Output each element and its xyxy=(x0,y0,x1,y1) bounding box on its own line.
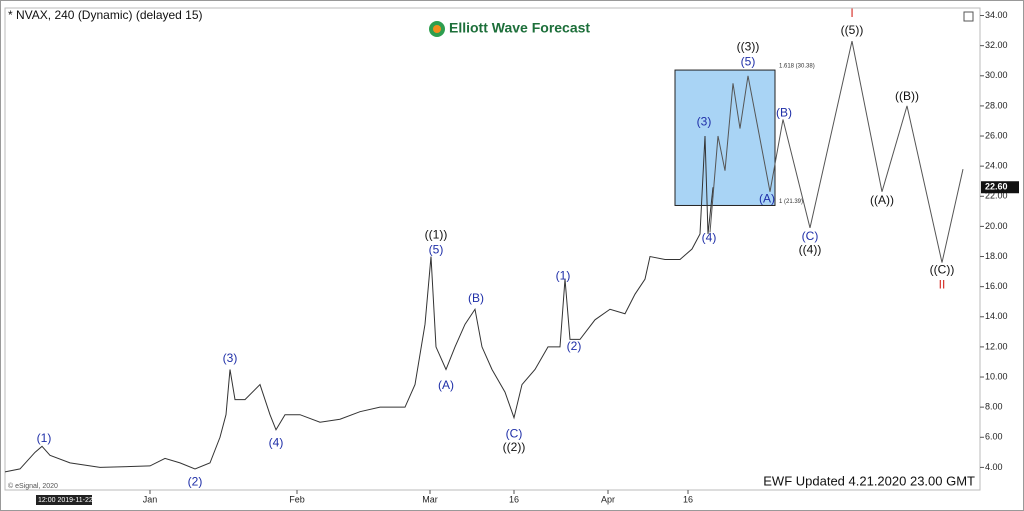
wave-label: (4) xyxy=(269,435,284,449)
y-tick-label: 10.00 xyxy=(985,371,1008,381)
x-tick-label: Feb xyxy=(289,494,305,504)
y-tick-label: 32.00 xyxy=(985,40,1008,50)
x-tick-label: Mar xyxy=(422,494,438,504)
wave-label: (1) xyxy=(556,268,571,282)
wave-label: (A) xyxy=(759,191,775,205)
y-tick-label: 6.00 xyxy=(985,432,1003,442)
start-time: 12:00 2019-11-22 xyxy=(38,497,93,504)
wave-label: (3) xyxy=(223,351,238,365)
x-tick-label: Jan xyxy=(143,494,158,504)
wave-label: I xyxy=(850,6,853,20)
y-tick-label: 28.00 xyxy=(985,100,1008,110)
fib-box xyxy=(674,69,776,206)
last-price-box xyxy=(981,181,1019,194)
x-tick-label: Apr xyxy=(601,494,615,504)
wave-label: II xyxy=(939,277,946,291)
chart-title: * NVAX, 240 (Dynamic) (delayed 15) xyxy=(8,8,203,22)
copyright: © eSignal, 2020 xyxy=(8,482,58,490)
wave-label: ((C)) xyxy=(930,262,955,276)
y-tick-label: 30.00 xyxy=(985,70,1008,80)
wave-label: (A) xyxy=(438,378,454,392)
y-tick-label: 20.00 xyxy=(985,221,1008,231)
y-tick-label: 18.00 xyxy=(985,251,1008,261)
y-tick-label: 26.00 xyxy=(985,130,1008,140)
y-tick-label: 16.00 xyxy=(985,281,1008,291)
wave-label: ((1)) xyxy=(425,228,448,242)
y-tick-label: 34.00 xyxy=(985,10,1008,20)
wave-label: (C) xyxy=(802,229,819,243)
wave-label: ((B)) xyxy=(895,89,919,103)
wave-label: (1) xyxy=(37,431,52,445)
y-tick-label: 22.00 xyxy=(985,191,1008,201)
y-tick-label: 8.00 xyxy=(985,402,1003,412)
y-tick-label: 24.00 xyxy=(985,161,1008,171)
y-tick-label: 4.00 xyxy=(985,462,1003,472)
price-line xyxy=(4,136,714,473)
last-price-label: 22.60 xyxy=(985,182,1008,192)
wave-label: (4) xyxy=(702,231,717,245)
wave-label: ((3)) xyxy=(737,39,760,53)
price-line xyxy=(709,41,964,263)
wave-label: (5) xyxy=(741,54,756,68)
wave-label: ((A)) xyxy=(870,193,894,207)
logo: Elliott Wave Forecast xyxy=(429,20,590,37)
fib-label: 1.618 (30.38) xyxy=(779,64,815,70)
y-tick-label: 12.00 xyxy=(985,341,1008,351)
wave-label: ((2)) xyxy=(503,440,526,454)
time-badge xyxy=(36,495,92,505)
x-tick-label: 16 xyxy=(509,494,519,504)
y-tick-label: 14.00 xyxy=(985,311,1008,321)
x-tick-label: 16 xyxy=(683,494,693,504)
wave-label: ((5)) xyxy=(841,23,864,37)
wave-label: (5) xyxy=(429,243,444,257)
logo-text: Elliott Wave Forecast xyxy=(449,20,590,36)
logo-icon-center xyxy=(433,25,441,33)
icon-button xyxy=(963,11,974,22)
fib-label: 1 (21.39) xyxy=(779,199,803,205)
wave-label: (2) xyxy=(567,339,582,353)
wave-label: (B) xyxy=(776,106,792,120)
footer: EWF Updated 4.21.2020 23.00 GMT xyxy=(763,473,975,488)
plot-area xyxy=(4,7,981,491)
wave-label: (B) xyxy=(468,291,484,305)
wave-label: (2) xyxy=(188,475,203,489)
wave-label: ((4)) xyxy=(799,243,822,257)
wave-label: (C) xyxy=(506,426,523,440)
wave-label: (3) xyxy=(697,115,712,129)
